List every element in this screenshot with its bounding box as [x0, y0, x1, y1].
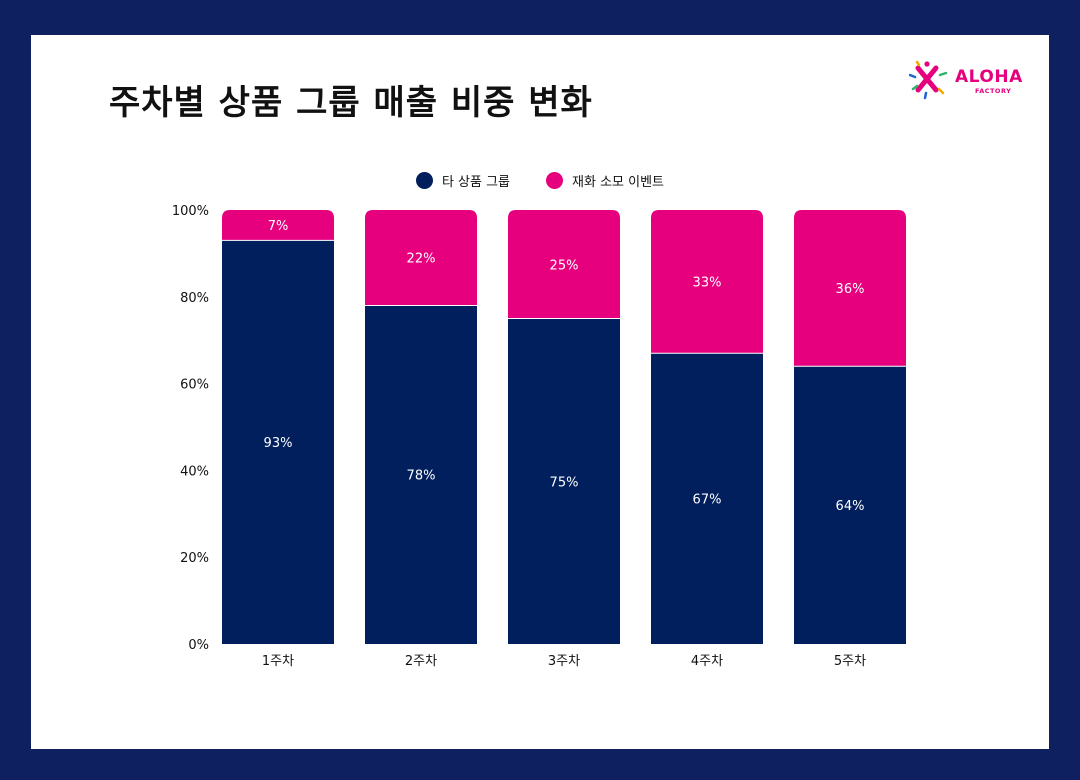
x-tick-label: 4주차: [691, 654, 723, 669]
x-tick-label: 5주차: [834, 654, 866, 669]
bar-segment-other-products: [508, 318, 620, 644]
data-label-currency-event: 33%: [693, 276, 722, 291]
y-tick-label: 20%: [180, 551, 209, 566]
bar-segment-currency-event: [794, 210, 906, 367]
data-label-other-products: 75%: [550, 475, 579, 490]
x-tick-label: 2주차: [405, 654, 437, 669]
logo-subtitle: FACTORY: [975, 87, 1012, 95]
data-label-currency-event: 22%: [407, 252, 436, 267]
stacked-bar-chart: 0% 20% 40% 60% 80% 100% 93% 7% 1주차 78% 22% 2주차 75% 25…: [172, 204, 906, 669]
y-tick-label: 0%: [188, 638, 209, 653]
data-label-other-products: 93%: [264, 436, 293, 451]
bar-segment-other-products: [222, 240, 334, 644]
bar-segment-other-products: [651, 353, 763, 644]
burst-icon: [909, 60, 948, 100]
y-tick-label: 80%: [180, 291, 209, 306]
data-label-currency-event: 7%: [268, 219, 289, 234]
bar-segment-other-products: [365, 305, 477, 644]
data-label-currency-event: 25%: [550, 258, 579, 273]
data-label-other-products: 67%: [693, 493, 722, 508]
y-tick-label: 100%: [172, 204, 209, 219]
bar-segment-currency-event: [365, 210, 477, 306]
chart-card: 주차별 상품 그룹 매출 비중 변화 ALOHA FACTORY 타 상품 그룹…: [31, 35, 1049, 749]
x-tick-label: 1주차: [262, 654, 294, 669]
legend-swatch-magenta: [546, 172, 564, 189]
logo-wordmark: ALOHA: [955, 67, 1023, 87]
data-label-other-products: 78%: [407, 469, 436, 484]
aloha-factory-logo: ALOHA FACTORY: [909, 59, 1029, 103]
bar-segment-currency-event: [508, 210, 620, 319]
y-tick-label: 60%: [180, 378, 209, 393]
bar-segment-currency-event: [222, 210, 334, 241]
legend-item-other-products: 타 상품 그룹: [415, 171, 511, 190]
data-label-other-products: 64%: [836, 499, 865, 514]
bar-segment-currency-event: [651, 210, 763, 354]
legend-swatch-navy: [415, 172, 433, 189]
bar-segment-other-products: [794, 366, 906, 644]
page-title: 주차별 상품 그룹 매출 비중 변화: [109, 83, 593, 123]
legend-label: 재화 소모 이벤트: [572, 175, 665, 190]
legend-item-currency-event: 재화 소모 이벤트: [546, 171, 664, 190]
y-tick-label: 40%: [180, 464, 209, 479]
x-tick-label: 3주차: [548, 654, 580, 669]
legend-label: 타 상품 그룹: [441, 175, 511, 190]
data-label-currency-event: 36%: [836, 282, 865, 297]
chart-legend: 타 상품 그룹 재화 소모 이벤트: [31, 171, 1049, 190]
